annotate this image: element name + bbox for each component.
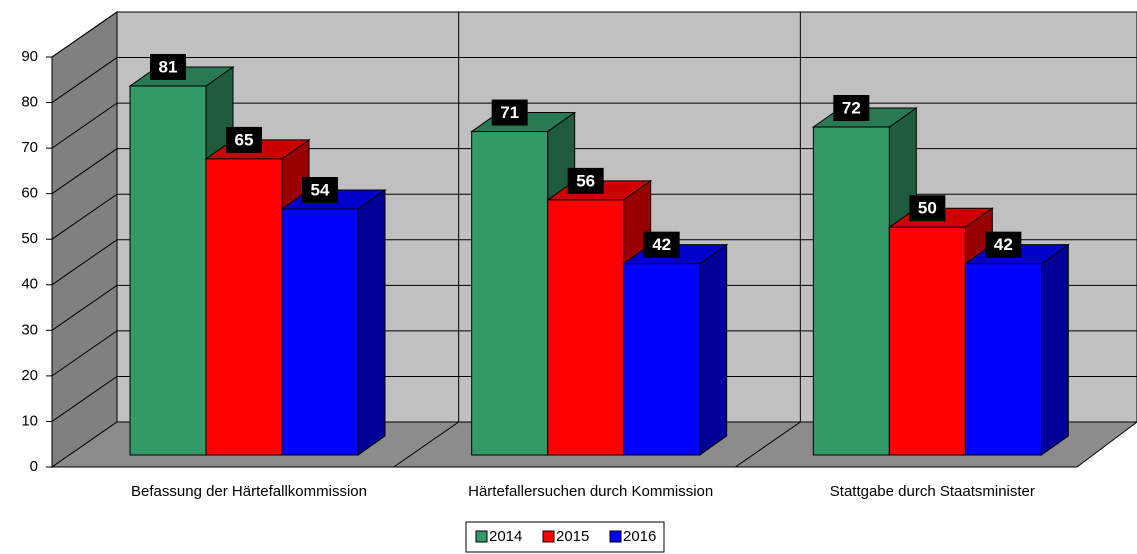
value-label: 65 (235, 130, 254, 149)
bar (964, 263, 1042, 456)
value-label-box (302, 177, 338, 203)
legend-box (465, 521, 665, 553)
bar (129, 85, 207, 456)
legend-swatch (609, 530, 622, 543)
y-tick-label: 0 (30, 458, 38, 475)
grid-line (51, 375, 1137, 422)
value-label: 54 (311, 180, 330, 199)
value-label: 42 (994, 235, 1013, 254)
y-tick-label: 50 (21, 230, 38, 247)
bar (471, 131, 549, 456)
bar (281, 208, 359, 456)
value-label: 50 (918, 199, 937, 218)
legend-swatch (475, 530, 488, 543)
legend-label: 2014 (489, 528, 522, 545)
grid-line (51, 239, 1137, 286)
bar-side (1040, 243, 1069, 456)
value-label-box (150, 54, 186, 80)
grid-line (51, 11, 1137, 58)
bar (547, 199, 625, 456)
y-tick-label: 30 (21, 321, 38, 338)
value-label: 42 (652, 235, 671, 254)
bar (888, 226, 966, 456)
x-tick-label: Befassung der Härtefallkommission (131, 483, 367, 500)
bar-side (357, 189, 386, 456)
value-label-box (909, 195, 946, 222)
bar (623, 263, 701, 456)
grid-line (51, 148, 1137, 195)
x-tick-label: Härtefallersuchen durch Kommission (468, 483, 713, 500)
category-divider (393, 12, 460, 468)
legend-label: 2015 (556, 528, 589, 545)
y-tick-label: 90 (21, 48, 38, 65)
grid-line (51, 330, 1137, 377)
legend-label: 2016 (623, 528, 656, 545)
grid-line (51, 102, 1137, 149)
x-tick-label: Stattgabe durch Staatsminister (830, 483, 1035, 500)
value-label: 71 (500, 103, 519, 122)
value-label-box (643, 231, 680, 258)
value-label: 72 (842, 98, 861, 117)
value-label: 56 (576, 171, 595, 190)
y-tick-label: 40 (21, 276, 38, 293)
value-label-box (985, 231, 1022, 258)
value-label-box (226, 126, 262, 153)
y-tick-label: 80 (21, 94, 38, 111)
grid-line (51, 284, 1137, 331)
y-tick-label: 10 (21, 412, 38, 429)
category-divider (735, 12, 801, 468)
grid-line (51, 57, 1137, 103)
bar (812, 126, 890, 456)
bar-side (699, 243, 728, 456)
y-tick-label: 70 (21, 139, 38, 156)
value-label-box (491, 99, 528, 126)
grid-line (51, 193, 1137, 240)
value-label-box (833, 95, 870, 121)
legend-swatch (542, 530, 555, 543)
value-label: 81 (159, 57, 178, 76)
y-tick-label: 60 (21, 185, 38, 202)
y-tick-label: 20 (21, 367, 38, 384)
value-label-box (567, 167, 604, 194)
bar (205, 158, 283, 456)
